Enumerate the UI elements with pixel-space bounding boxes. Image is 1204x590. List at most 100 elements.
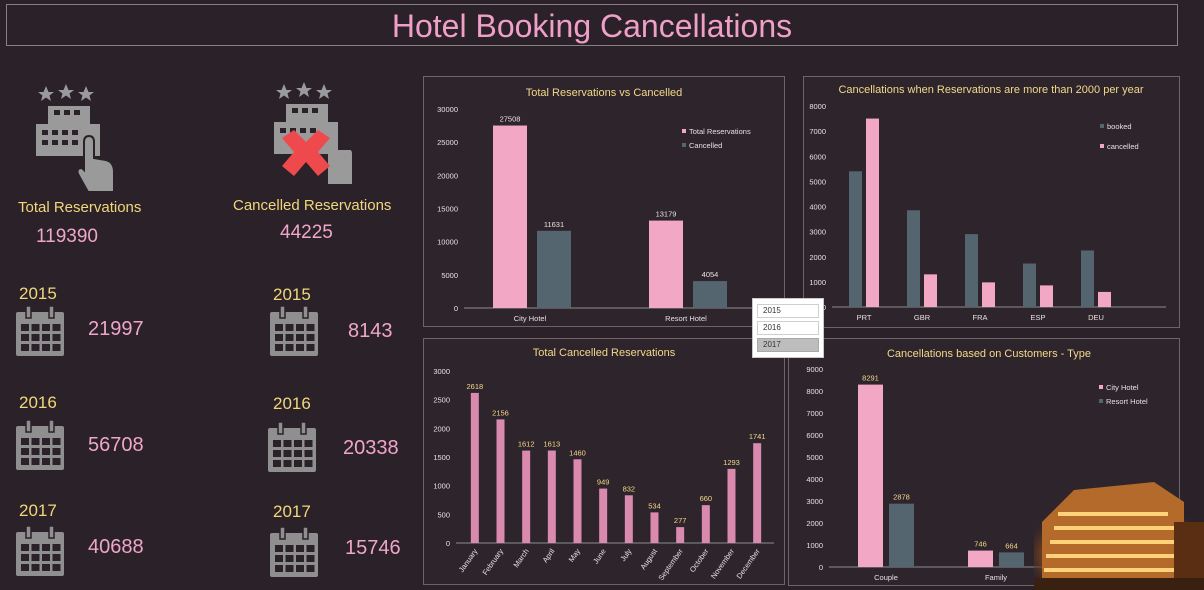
legend-swatch: [1099, 399, 1103, 403]
x-tick-label: GBR: [914, 313, 931, 322]
bar-july: [624, 495, 633, 543]
y-tick-label: 500: [437, 510, 450, 519]
data-label: 2156: [492, 408, 509, 417]
chart-monthly-cancellations: Total Cancelled Reservations 0 500 1000 1500…: [433, 347, 774, 582]
data-label: 1460: [569, 448, 586, 457]
x-tick-label: August: [638, 546, 659, 571]
slicer-option-2017[interactable]: 2017: [757, 338, 819, 352]
bar-couple-1: [889, 503, 914, 567]
legend-swatch: [1099, 385, 1103, 389]
chart-panel-reservations-vs-cancelled: Total Reservations vs Cancelled 0 5000 1000…: [423, 76, 785, 327]
data-label: 664: [1005, 541, 1018, 550]
y-tick-label: 1500: [433, 453, 450, 462]
hotel-cancel-icon: [274, 82, 352, 184]
hotel-photo-image: [1034, 482, 1204, 590]
y-tick-label: 6000: [809, 152, 826, 161]
hotel-building-icon: [36, 84, 115, 193]
y-tick-label: 15000: [437, 205, 458, 214]
year-slicer[interactable]: 2015 2016 2017: [752, 298, 824, 358]
y-tick-label: 1000: [809, 278, 826, 287]
chart-title: Cancellations based on Customers - Type: [887, 348, 1091, 360]
total-year-value: 56708: [88, 434, 144, 456]
bar-family-0: [968, 550, 993, 567]
data-label: 746: [974, 540, 987, 549]
bar-january: [470, 392, 479, 543]
legend-label: Cancelled: [689, 141, 722, 150]
chart-title: Total Reservations vs Cancelled: [526, 87, 683, 99]
y-tick-label: 7000: [809, 127, 826, 136]
x-tick-label: Family: [985, 573, 1007, 582]
x-tick-label: February: [481, 547, 506, 577]
x-tick-label: PRT: [857, 313, 872, 322]
data-label: 1613: [543, 440, 560, 449]
y-tick-label: 9000: [806, 365, 823, 374]
total-year-value: 40688: [88, 536, 144, 558]
cancelled-reservations-label: Cancelled Reservations: [233, 197, 392, 214]
y-tick-label: 0: [454, 304, 458, 313]
bar-fra-cancelled: [982, 282, 995, 307]
x-tick-label: December: [735, 547, 763, 581]
bar-fra-booked: [965, 234, 978, 307]
y-tick-label: 5000: [441, 271, 458, 280]
bar-esp-booked: [1023, 263, 1036, 307]
chart-panel-monthly-cancellations: Total Cancelled Reservations 0 500 1000 1500…: [423, 338, 785, 585]
page-title: Hotel Booking Cancellations: [391, 8, 793, 44]
cancelled-reservations-value: 44225: [280, 222, 333, 243]
data-label: 1293: [723, 458, 740, 467]
y-tick-label: 0: [446, 539, 450, 548]
chart-title: Total Cancelled Reservations: [533, 347, 676, 359]
y-tick-label: 0: [819, 563, 823, 572]
bar-city-hotel-1: [537, 230, 571, 308]
y-tick-label: 6000: [806, 431, 823, 440]
data-label: 660: [700, 494, 713, 503]
chart-title: Cancellations when Reservations are more…: [838, 84, 1143, 96]
legend-swatch: [682, 143, 686, 147]
y-tick-label: 25000: [437, 138, 458, 147]
slicer-option-2015[interactable]: 2015: [757, 304, 819, 318]
data-label: 27508: [500, 115, 521, 124]
data-label: 11631: [544, 220, 564, 229]
x-tick-label: May: [567, 547, 583, 564]
y-tick-label: 30000: [437, 105, 458, 114]
data-label: 4054: [702, 270, 719, 279]
calendar-icon: [270, 306, 318, 356]
dashboard-title-box: Hotel Booking Cancellations: [6, 4, 1178, 46]
legend-label: booked: [1107, 122, 1132, 131]
y-tick-label: 8000: [809, 102, 826, 111]
bar-couple-0: [858, 384, 883, 567]
data-label: 1612: [518, 440, 535, 449]
x-tick-label: July: [618, 547, 633, 563]
data-label: 534: [648, 501, 661, 510]
x-tick-label: Couple: [874, 573, 898, 582]
x-tick-label: ESP: [1030, 313, 1045, 322]
data-label: 949: [597, 478, 610, 487]
bar-november: [727, 468, 736, 543]
bar-august: [650, 512, 659, 543]
x-tick-label: FRA: [973, 313, 988, 322]
x-tick-label: June: [591, 547, 608, 565]
y-tick-label: 1000: [806, 541, 823, 550]
total-year-value: 21997: [88, 318, 144, 340]
calendar-icon: [16, 526, 64, 576]
legend-label: cancelled: [1107, 142, 1139, 151]
cancelled-year-label: 2016: [273, 394, 311, 413]
bar-september: [676, 527, 685, 543]
bar-gbr-booked: [907, 210, 920, 307]
cancelled-year-label: 2017: [273, 502, 311, 521]
legend-swatch: [1100, 124, 1104, 128]
bar-prt-cancelled: [866, 118, 879, 307]
slicer-option-2016[interactable]: 2016: [757, 321, 819, 335]
y-tick-label: 3000: [433, 367, 450, 376]
y-tick-label: 2000: [806, 519, 823, 528]
bar-april: [547, 450, 556, 543]
calendar-icon: [16, 420, 64, 470]
x-tick-label: Resort Hotel: [665, 314, 707, 323]
chart-reservations-vs-cancelled: Total Reservations vs Cancelled 0 5000 1000…: [437, 87, 774, 323]
data-label: 2878: [893, 493, 910, 502]
chart-panel-country-cancellations: Cancellations when Reservations are more…: [803, 76, 1180, 328]
cancelled-year-value: 15746: [345, 537, 401, 559]
bar-june: [599, 488, 608, 543]
bar-esp-cancelled: [1040, 285, 1053, 307]
y-tick-label: 2000: [433, 424, 450, 433]
bar-family-1: [999, 552, 1024, 567]
